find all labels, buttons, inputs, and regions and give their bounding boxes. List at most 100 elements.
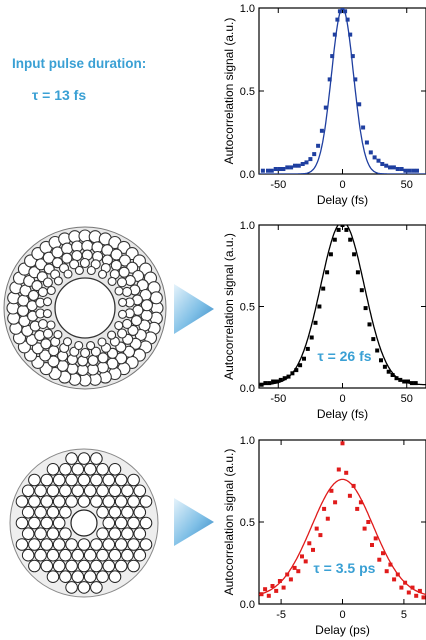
data-point [384,569,389,574]
data-point [319,128,324,133]
data-point [361,125,366,130]
data-point [303,559,308,564]
y-tick-label: 1.0 [240,220,255,232]
data-point [381,551,385,556]
x-tick-label: 50 [401,393,413,405]
pulse-duration-annotation: τ = 26 fs [317,348,371,364]
data-point [304,160,309,165]
data-point [348,237,353,242]
x-axis-label: Delay (fs) [317,193,368,207]
data-point [277,167,282,171]
data-point [329,488,334,493]
data-point [316,143,321,148]
data-point [351,483,356,488]
chart-3: -5 0 5 0.0 0.5 1.0 Delay (ps) Autocorrelation s… [222,435,426,637]
data-point [353,77,358,82]
fiber-cross-section-large-core [3,226,167,390]
data-point [382,364,387,369]
data-point [323,105,328,110]
data-point [267,381,272,386]
data-point [377,557,382,562]
data-point [367,322,372,327]
data-point [388,562,393,567]
data-point [368,150,373,155]
chart-1: -50 0 50 0.0 0.5 1.0 Delay (fs) Autocorrelation… [222,3,426,207]
data-point [263,587,268,592]
x-tick-label: 50 [401,179,413,191]
data-point [325,516,330,521]
data-point [271,379,276,384]
data-point [302,356,306,361]
data-point [355,270,360,275]
data-point [421,595,426,600]
autocorrelation-charts: -50 0 50 0.0 0.5 1.0 Delay (fs) Autocorrelation… [222,3,426,637]
data-point [293,163,297,168]
data-point [274,588,279,593]
data-point [417,588,422,593]
data-point [289,165,294,170]
data-point [317,304,322,309]
data-point [275,379,279,384]
data-point [406,590,411,595]
data-point [314,526,319,531]
data-point [395,572,400,577]
y-tick-label: 0.5 [240,86,255,98]
data-point [364,140,369,145]
y-axis-label: Autocorrelation signal (a.u.) [222,233,236,380]
data-point [290,371,295,376]
data-point [350,54,355,59]
data-point [292,565,297,570]
data-point [277,579,282,583]
y-tick-label: 1.0 [240,3,255,15]
data-point [386,369,391,374]
x-tick-label: 0 [339,609,345,621]
data-point [285,165,290,170]
data-point [281,167,286,171]
data-point [288,577,293,582]
data-point [308,157,313,162]
data-point [312,152,317,157]
data-point [411,168,416,173]
data-point [294,368,299,373]
data-point [332,32,337,37]
data-point [298,363,303,368]
y-tick-label: 0.0 [240,383,255,395]
data-point [345,17,350,22]
data-point [407,168,412,173]
x-axis-label: Delay (fs) [317,407,368,421]
x-tick-label: 0 [339,179,345,191]
data-point [286,374,291,379]
x-axis-label: Delay (ps) [315,623,370,637]
data-point [379,358,383,363]
y-tick-label: 0.0 [240,169,255,181]
data-point [410,585,415,590]
data-point [388,165,392,170]
data-point [390,373,395,377]
data-point [325,270,330,275]
data-point [263,381,268,386]
data-point [259,592,264,597]
data-point [413,381,418,386]
data-point [391,165,396,170]
data-point [380,162,385,166]
data-point [340,441,345,446]
data-point [311,547,315,552]
data-point [384,163,389,168]
data-point [321,286,326,291]
data-point [355,506,360,511]
x-tick-label: -50 [270,393,286,405]
data-point [399,167,404,171]
x-tick-label: 0 [339,393,345,405]
arrow-icon [174,498,214,546]
data-point [327,77,332,82]
data-point [395,167,400,171]
data-point [269,168,274,173]
data-point [372,155,377,160]
data-point [318,533,323,538]
data-point [399,585,404,590]
data-point [328,252,333,257]
y-axis-label: Autocorrelation signal (a.u.) [222,449,236,596]
data-point [266,593,271,598]
fit-curve [259,478,426,596]
data-point [259,382,264,387]
